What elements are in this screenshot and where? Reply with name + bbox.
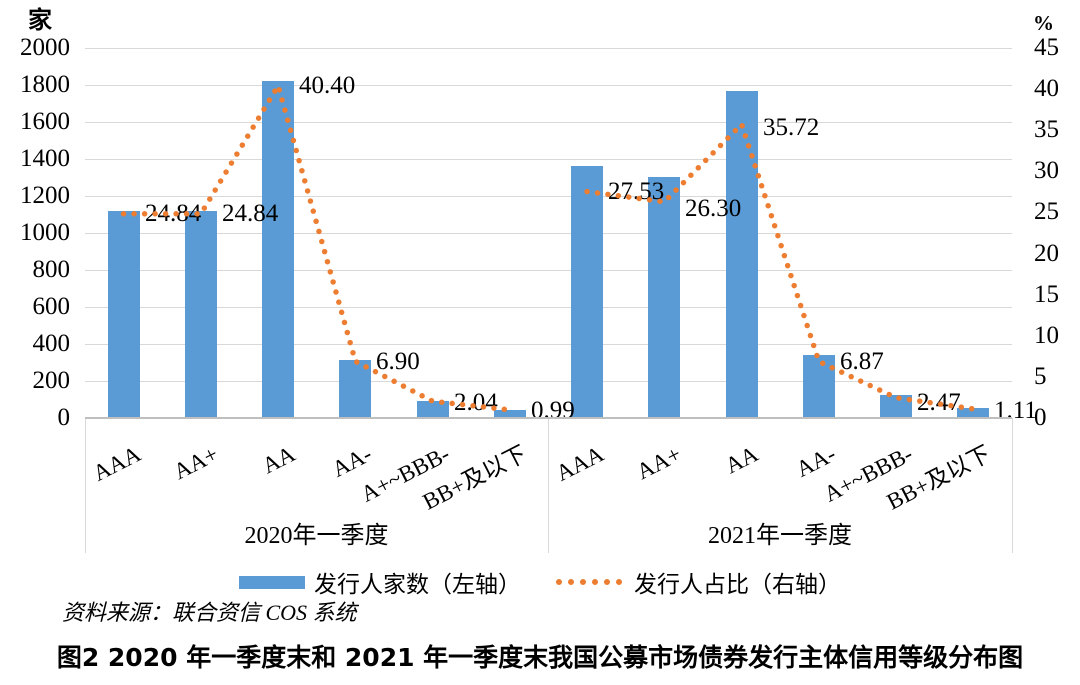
gridline — [85, 343, 1012, 345]
left-axis-tick: 200 — [32, 367, 71, 394]
right-axis-tick: 45 — [1034, 34, 1059, 61]
category-box-right-border — [1012, 418, 1013, 553]
category-label: AA — [258, 441, 300, 479]
group-separator — [548, 418, 549, 553]
gridline — [85, 269, 1012, 271]
dotted-line-swatch — [556, 579, 625, 585]
bar-AAA — [571, 166, 603, 418]
point-label: 35.72 — [763, 114, 820, 141]
left-axis-tick: 800 — [32, 256, 71, 283]
left-axis-tick: 1400 — [20, 145, 70, 172]
gridline — [85, 84, 1012, 86]
bar-A+~BBB- — [417, 401, 449, 418]
group-label-2021: 2021年一季度 — [708, 523, 852, 549]
left-axis-tick: 1800 — [20, 71, 70, 98]
gridline — [85, 158, 1012, 160]
bar-AA — [726, 91, 758, 418]
category-label: AA+ — [632, 441, 686, 485]
bar-AA — [262, 81, 294, 418]
point-label: 26.30 — [685, 195, 742, 222]
right-axis-tick: 20 — [1034, 239, 1059, 267]
right-axis-tick: 0 — [1034, 404, 1047, 431]
bar-A+~BBB- — [880, 395, 912, 418]
legend-item-issuer-share: 发行人占比（右轴） — [555, 565, 841, 599]
gridline — [85, 47, 1012, 49]
left-axis-tick: 2000 — [20, 34, 70, 61]
point-label: 27.53 — [608, 178, 665, 205]
group-label-2020: 2020年一季度 — [244, 523, 389, 549]
bar-AA- — [803, 355, 835, 418]
gridline — [85, 121, 1012, 123]
category-label: AA+ — [169, 441, 222, 485]
bar-BB+及以下 — [957, 408, 989, 418]
category-label: AA- — [791, 441, 840, 482]
bar-BB+及以下 — [494, 410, 526, 418]
right-axis-tick: 30 — [1034, 157, 1059, 185]
right-axis-tick: 40 — [1034, 75, 1059, 103]
point-label: 24.84 — [145, 200, 202, 227]
point-label: 1.11 — [994, 397, 1037, 424]
point-label: 2.47 — [917, 389, 961, 416]
right-axis-tick: 25 — [1034, 198, 1059, 226]
legend: 发行人家数（左轴） 发行人占比（右轴） — [0, 565, 1080, 599]
right-axis-unit-label: % — [1033, 11, 1054, 35]
category-label: AAA — [552, 441, 609, 487]
gridline — [85, 195, 1012, 197]
left-axis-tick: 600 — [32, 293, 71, 320]
percent-line-series — [584, 119, 977, 412]
gridline — [85, 380, 1012, 382]
legend-label-issuer-count: 发行人家数（左轴） — [314, 572, 521, 597]
category-label: AA- — [328, 441, 377, 482]
bar-AAA — [108, 211, 140, 418]
left-axis-tick: 1600 — [20, 108, 70, 135]
figure-caption: 图2 2020 年一季度末和 2021 年一季度末我国公募市场债券发行主体信用等… — [56, 643, 1024, 672]
point-label: 40.40 — [299, 72, 356, 99]
point-label: 24.84 — [222, 200, 279, 227]
category-label: AAA — [88, 441, 145, 487]
point-label: 2.04 — [454, 389, 498, 416]
bar-series-swatch — [239, 575, 305, 589]
right-axis-tick: 10 — [1034, 321, 1059, 349]
point-label: 6.87 — [840, 348, 884, 375]
point-label: 0.99 — [531, 397, 575, 424]
point-label: 6.90 — [376, 348, 420, 375]
percent-line-series — [120, 78, 513, 413]
left-axis-unit-label: 家 — [28, 8, 52, 34]
right-axis-tick: 15 — [1034, 280, 1059, 308]
category-label: AA — [721, 441, 763, 479]
left-axis-tick: 1000 — [20, 219, 70, 246]
bar-AA+ — [648, 177, 680, 418]
left-axis-tick: 1200 — [20, 182, 70, 209]
x-axis-line — [85, 417, 1012, 419]
left-axis-tick: 400 — [32, 330, 71, 357]
source-note: 资料来源：联合资信 COS 系统 — [62, 600, 357, 625]
category-box-left-border — [85, 418, 86, 553]
left-axis-tick: 0 — [57, 404, 71, 431]
gridline — [85, 306, 1012, 308]
bar-AA+ — [185, 211, 217, 418]
gridline — [85, 232, 1012, 234]
legend-label-issuer-share: 发行人占比（右轴） — [634, 572, 841, 597]
legend-item-issuer-count: 发行人家数（左轴） — [239, 565, 521, 599]
right-axis-tick: 35 — [1034, 116, 1059, 144]
right-axis-tick: 5 — [1034, 362, 1047, 390]
bar-AA- — [339, 360, 371, 418]
